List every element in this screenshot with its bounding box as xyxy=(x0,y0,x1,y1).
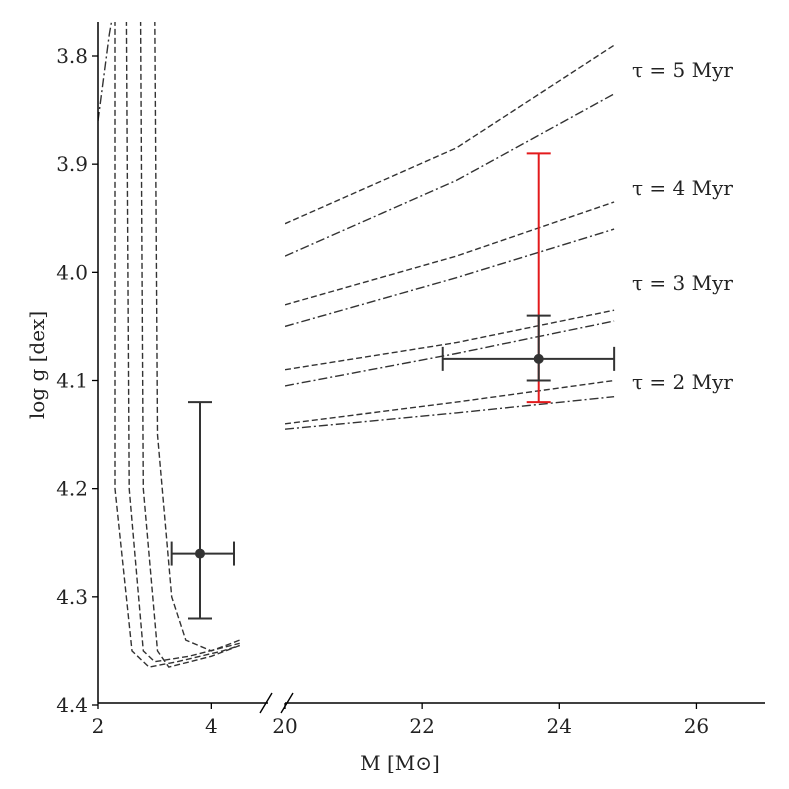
right-track-line xyxy=(285,309,615,371)
data-point-group xyxy=(441,314,616,382)
right-track-line xyxy=(285,201,615,306)
x-tick-label: 22 xyxy=(409,714,434,738)
y-tick-label: 4.2 xyxy=(56,477,88,501)
right-track-line xyxy=(285,396,615,430)
right-track-line xyxy=(285,228,615,328)
data-point xyxy=(533,353,544,364)
track-lines xyxy=(98,22,615,668)
left-track-line xyxy=(139,22,240,668)
axis-break-mark xyxy=(259,692,273,714)
data-point xyxy=(195,548,205,559)
y-tick-label: 3.8 xyxy=(56,44,88,68)
right-track-line xyxy=(285,44,615,225)
x-tick-label: 4 xyxy=(205,714,218,738)
y-tick-label: 4.1 xyxy=(56,369,88,393)
right-track-line xyxy=(285,320,615,387)
age-annotation: τ = 5 Myr xyxy=(632,58,733,82)
right-track-line xyxy=(285,379,615,425)
left-track-line xyxy=(114,22,240,668)
age-annotation: τ = 2 Myr xyxy=(632,370,733,394)
y-tick-label: 4.0 xyxy=(56,260,88,284)
data-point-group xyxy=(170,401,235,620)
x-tick-label: 26 xyxy=(684,714,709,738)
y-tick-label: 4.3 xyxy=(56,585,88,609)
x-tick-label: 24 xyxy=(547,714,572,738)
data-points xyxy=(170,152,616,620)
x-tick-label: 2 xyxy=(92,714,105,738)
y-axis-label: log g [dex] xyxy=(25,311,49,419)
y-tick-label: 4.4 xyxy=(56,693,88,717)
axis-break-mark xyxy=(280,692,294,714)
x-tick-label: 20 xyxy=(272,714,297,738)
y-tick-label: 3.9 xyxy=(56,152,88,176)
right-track-line xyxy=(285,93,615,257)
left-track-line xyxy=(98,22,113,121)
left-track-line xyxy=(125,22,240,663)
age-annotation: τ = 4 Myr xyxy=(632,176,733,200)
left-track-line xyxy=(154,22,240,652)
age-annotation: τ = 3 Myr xyxy=(632,271,733,295)
axes xyxy=(92,22,765,714)
labels: 3.83.94.04.14.24.34.42 4 20 22 24 26M [M⊙]log… xyxy=(25,44,733,775)
x-axis-label: M [M⊙] xyxy=(360,751,440,775)
